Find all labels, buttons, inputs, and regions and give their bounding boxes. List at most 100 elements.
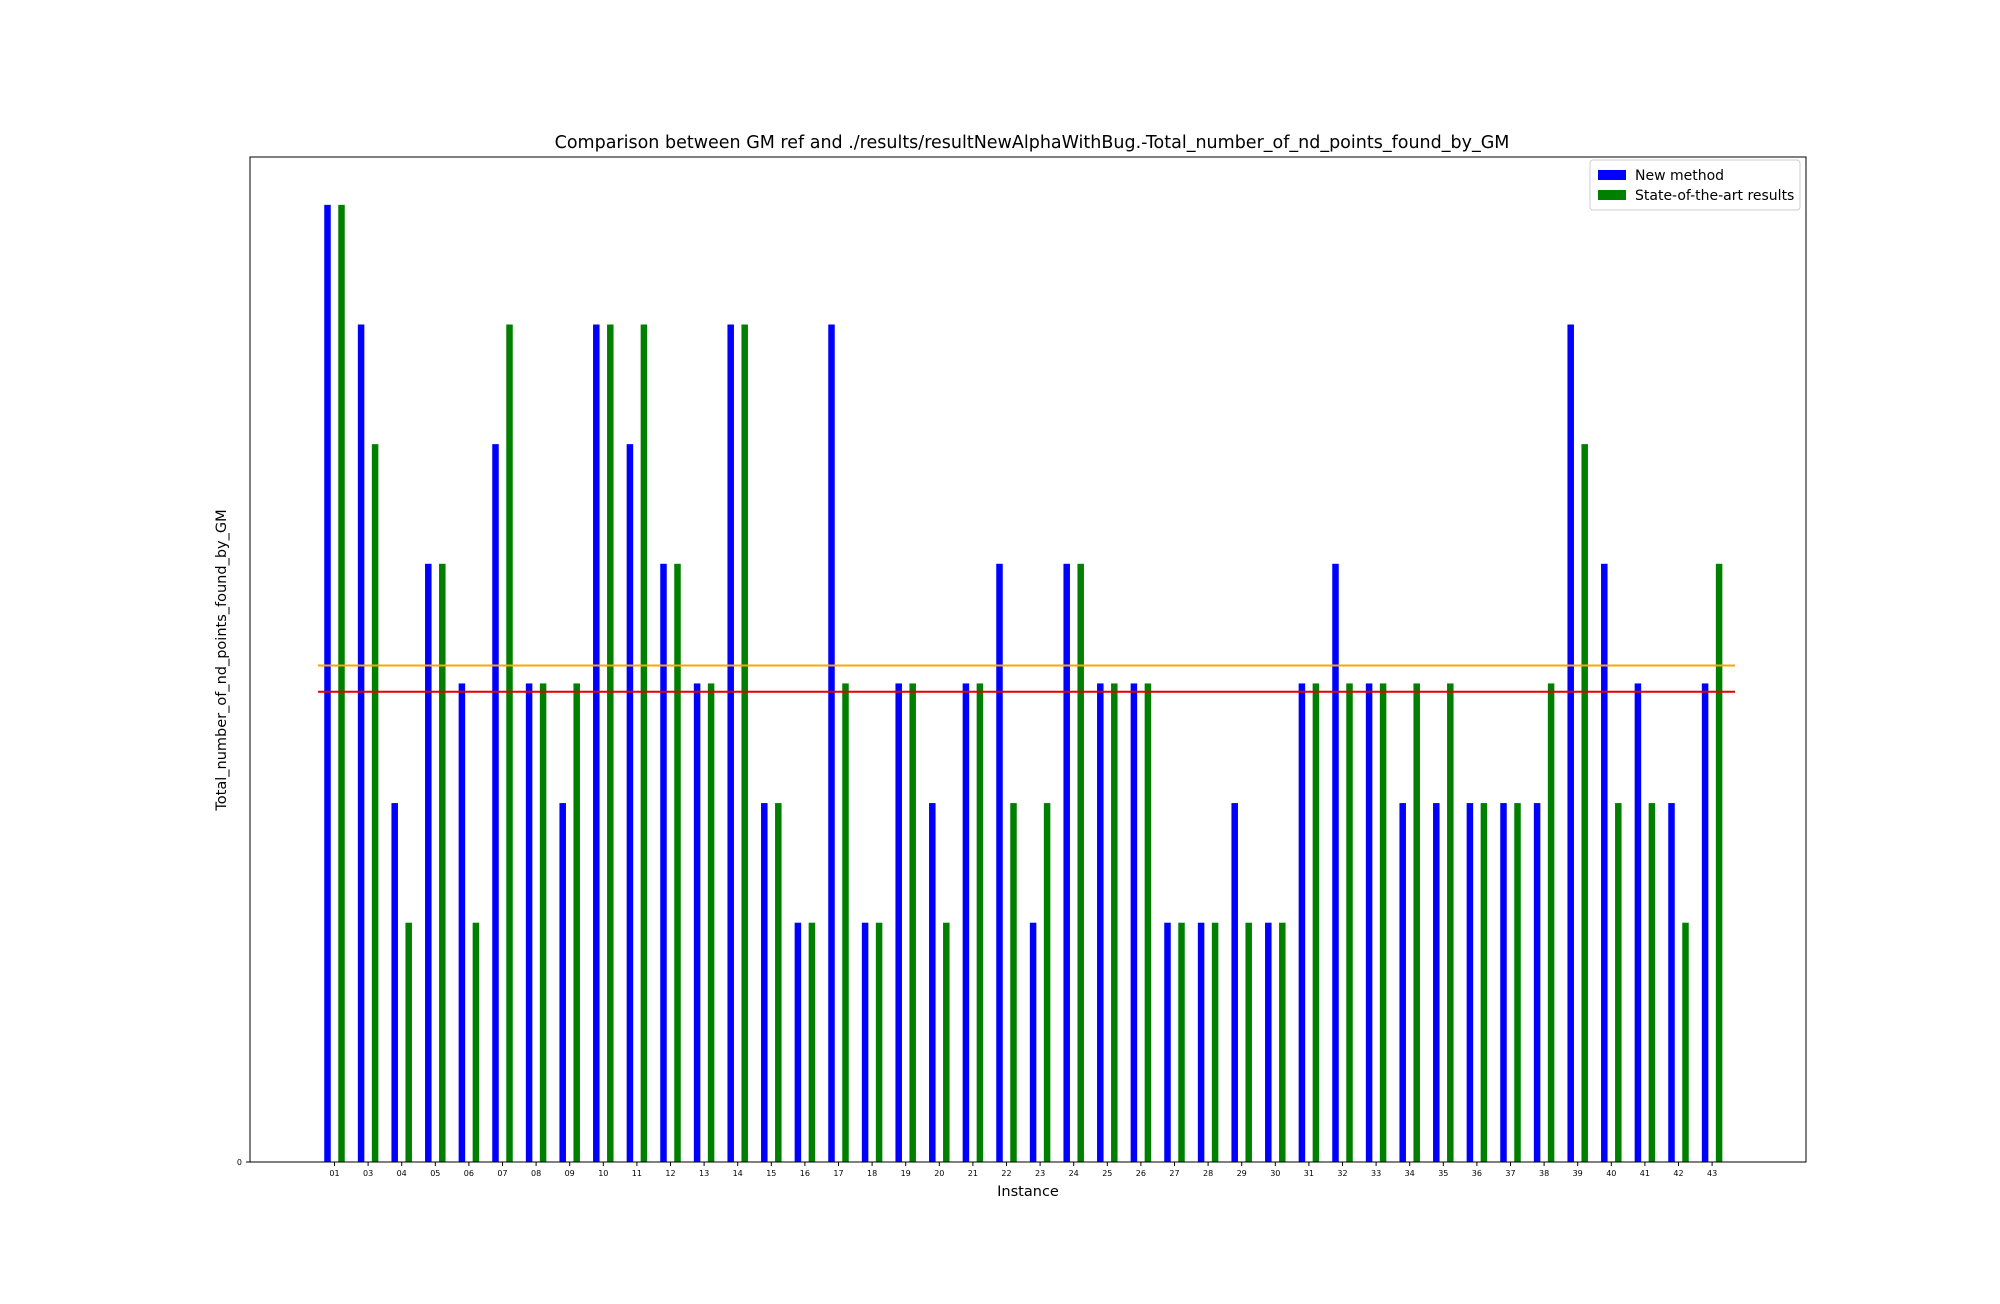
bar-new-method-15 bbox=[761, 803, 768, 1162]
x-tick-label-16: 16 bbox=[800, 1169, 810, 1178]
bar-new-method-03 bbox=[357, 324, 365, 1162]
bar-state-of-the-art-27 bbox=[1178, 922, 1185, 1162]
bar-new-method-21 bbox=[962, 683, 970, 1162]
x-tick-label-33: 33 bbox=[1371, 1169, 1381, 1178]
x-tick-label-26: 26 bbox=[1136, 1169, 1146, 1178]
bar-new-method-17 bbox=[828, 324, 835, 1162]
x-tick-label-19: 19 bbox=[901, 1169, 911, 1178]
bar-state-of-the-art-38 bbox=[1547, 683, 1555, 1162]
legend-swatch-2 bbox=[1598, 190, 1626, 200]
x-tick-label-35: 35 bbox=[1438, 1169, 1448, 1178]
legend: New method State-of-the-art results bbox=[1589, 159, 1801, 211]
legend-swatch-1 bbox=[1598, 170, 1626, 180]
x-tick-label-11: 11 bbox=[632, 1169, 642, 1178]
bar-new-method-11 bbox=[626, 444, 634, 1162]
x-tick-label-04: 04 bbox=[397, 1169, 407, 1178]
plot-area: 01 03 04 05 06 07 08 09 10 11 12 13 14 15 16 17 18 19 20 21… bbox=[237, 204, 1735, 1178]
bar-new-method-38 bbox=[1533, 803, 1541, 1162]
bar-new-method-07 bbox=[492, 444, 499, 1162]
x-tick-label-18: 18 bbox=[867, 1169, 877, 1178]
y-axis-label: Total_number_of_nd_points_found_by_GM bbox=[214, 509, 230, 811]
bar-new-method-06 bbox=[458, 683, 466, 1162]
bar-new-method-30 bbox=[1265, 922, 1272, 1162]
bar-state-of-the-art-13 bbox=[707, 683, 715, 1162]
bar-state-of-the-art-37 bbox=[1514, 803, 1521, 1162]
x-tick-label-43: 43 bbox=[1707, 1169, 1717, 1178]
bar-state-of-the-art-23 bbox=[1043, 803, 1051, 1162]
x-tick-label-30: 30 bbox=[1270, 1169, 1280, 1178]
bar-state-of-the-art-30 bbox=[1279, 922, 1286, 1162]
x-tick-label-05: 05 bbox=[430, 1169, 440, 1178]
bar-new-method-40 bbox=[1601, 563, 1608, 1162]
x-tick-label-22: 22 bbox=[1001, 1169, 1011, 1178]
bar-new-method-39 bbox=[1567, 324, 1574, 1162]
x-tick-label-39: 39 bbox=[1573, 1169, 1583, 1178]
bar-state-of-the-art-03 bbox=[371, 444, 379, 1162]
x-tick-label-20: 20 bbox=[934, 1169, 944, 1178]
bar-state-of-the-art-18 bbox=[875, 922, 883, 1162]
bar-state-of-the-art-10 bbox=[607, 324, 614, 1162]
x-tick-label-41: 41 bbox=[1640, 1169, 1650, 1178]
x-tick-label-36: 36 bbox=[1472, 1169, 1482, 1178]
bar-new-method-16 bbox=[794, 922, 802, 1162]
bar-state-of-the-art-11 bbox=[640, 324, 648, 1162]
bar-state-of-the-art-12 bbox=[674, 563, 681, 1162]
bar-state-of-the-art-08 bbox=[539, 683, 547, 1162]
x-tick-label-13: 13 bbox=[699, 1169, 709, 1178]
bar-state-of-the-art-42 bbox=[1682, 922, 1689, 1162]
x-tick-label-17: 17 bbox=[833, 1169, 843, 1178]
bar-state-of-the-art-22 bbox=[1010, 803, 1017, 1162]
y-tick-label-0: 0 bbox=[237, 1158, 242, 1167]
x-tick-label-01: 01 bbox=[329, 1169, 339, 1178]
x-tick-label-42: 42 bbox=[1673, 1169, 1683, 1178]
bar-new-method-29 bbox=[1231, 803, 1238, 1162]
chart-title: Comparison between GM ref and ./results/… bbox=[555, 133, 1510, 153]
bar-new-method-18 bbox=[861, 922, 869, 1162]
x-tick-label-34: 34 bbox=[1405, 1169, 1415, 1178]
bar-state-of-the-art-34 bbox=[1413, 683, 1420, 1162]
bar-state-of-the-art-29 bbox=[1245, 922, 1252, 1162]
bar-state-of-the-art-15 bbox=[775, 803, 782, 1162]
x-tick-label-06: 06 bbox=[464, 1169, 474, 1178]
bar-state-of-the-art-40 bbox=[1615, 803, 1622, 1162]
x-tick-label-03: 03 bbox=[363, 1169, 373, 1178]
bar-new-method-14 bbox=[727, 324, 734, 1162]
bar-new-method-20 bbox=[929, 803, 936, 1162]
bar-state-of-the-art-07 bbox=[506, 324, 513, 1162]
x-tick-label-38: 38 bbox=[1539, 1169, 1549, 1178]
legend-label-2: State-of-the-art results bbox=[1635, 188, 1794, 204]
bar-state-of-the-art-04 bbox=[405, 922, 412, 1162]
x-tick-label-08: 08 bbox=[531, 1169, 541, 1178]
bar-new-method-27 bbox=[1164, 922, 1171, 1162]
x-tick-label-07: 07 bbox=[497, 1169, 507, 1178]
bar-state-of-the-art-43 bbox=[1715, 563, 1723, 1162]
bar-new-method-01 bbox=[324, 204, 331, 1163]
bar-new-method-41 bbox=[1634, 683, 1642, 1162]
x-tick-label-29: 29 bbox=[1237, 1169, 1247, 1178]
bar-state-of-the-art-24 bbox=[1077, 563, 1084, 1162]
bar-state-of-the-art-14 bbox=[741, 324, 748, 1162]
bar-new-method-43 bbox=[1701, 683, 1709, 1162]
bar-state-of-the-art-06 bbox=[472, 922, 480, 1162]
bar-state-of-the-art-26 bbox=[1144, 683, 1152, 1162]
bar-new-method-35 bbox=[1433, 803, 1440, 1162]
x-tick-label-28: 28 bbox=[1203, 1169, 1213, 1178]
legend-box bbox=[1589, 159, 1801, 211]
bar-state-of-the-art-35 bbox=[1447, 683, 1454, 1162]
bar-new-method-09 bbox=[559, 803, 566, 1162]
legend-label-1: New method bbox=[1635, 168, 1724, 184]
bar-new-method-37 bbox=[1500, 803, 1507, 1162]
bar-new-method-22 bbox=[996, 563, 1003, 1162]
bar-state-of-the-art-01 bbox=[338, 204, 345, 1163]
bar-new-method-13 bbox=[693, 683, 701, 1162]
bar-new-method-42 bbox=[1668, 803, 1675, 1162]
x-tick-label-23: 23 bbox=[1035, 1169, 1045, 1178]
bar-new-method-10 bbox=[593, 324, 600, 1162]
x-tick-label-12: 12 bbox=[665, 1169, 675, 1178]
bar-new-method-25 bbox=[1097, 683, 1104, 1162]
x-tick-label-37: 37 bbox=[1505, 1169, 1515, 1178]
bar-state-of-the-art-25 bbox=[1111, 683, 1118, 1162]
bar-state-of-the-art-32 bbox=[1346, 683, 1353, 1162]
bar-state-of-the-art-20 bbox=[943, 922, 950, 1162]
